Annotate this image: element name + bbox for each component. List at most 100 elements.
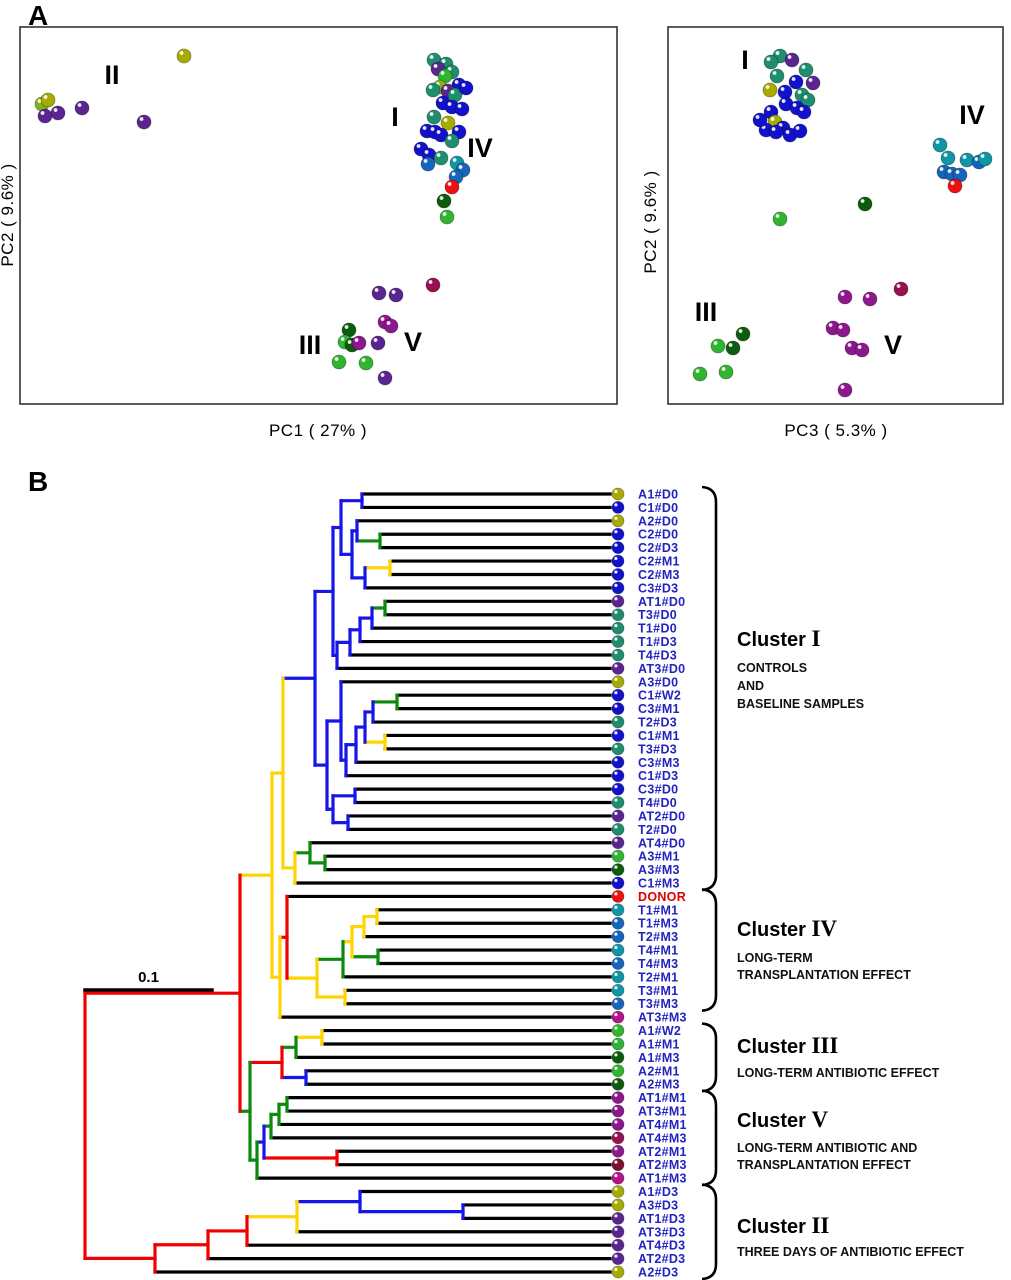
tree-leaf-label: A1#M1: [638, 1037, 680, 1051]
tree-leaf: C2#D0: [611, 528, 678, 542]
tree-leaf-label: T4#M1: [638, 944, 678, 958]
dot-highlight: [614, 999, 618, 1003]
dot-highlight: [775, 214, 780, 218]
tree-leaf-label: AT1#M1: [638, 1091, 687, 1105]
scatter-point: [377, 370, 393, 386]
dot-highlight: [695, 369, 700, 373]
tree-leaf-label: A1#D0: [638, 488, 678, 502]
scatter-point: [420, 156, 436, 172]
dot-highlight: [614, 1053, 618, 1057]
tree-leaf: C1#D3: [611, 769, 678, 783]
tree-leaf: A3#D3: [611, 1198, 678, 1212]
scatter-point: [788, 74, 804, 90]
tree-leaf: A3#D0: [611, 675, 678, 689]
tree-leaf: C1#M1: [611, 729, 679, 743]
tree-leaf-dot: [611, 729, 625, 742]
dot-highlight: [380, 317, 385, 321]
dot-highlight: [429, 55, 434, 59]
tree-leaf-dot: [611, 809, 625, 823]
tree-leaf-dot: [611, 782, 625, 796]
tree-leaf-dot: [611, 863, 625, 876]
cluster-description-line: AND: [737, 679, 764, 693]
tree-leaf-label: A3#D0: [638, 675, 678, 689]
dot-highlight: [614, 959, 618, 963]
tree-leaf: C2#M1: [611, 555, 679, 569]
dot-highlight: [614, 905, 618, 909]
tree-leaf: AT4#D0: [611, 836, 685, 850]
tree-leaf: T4#M1: [611, 943, 678, 958]
tree-leaf-dot: [611, 742, 625, 756]
tree-leaf-label: A3#M1: [638, 850, 680, 864]
tree-leaf: C3#D3: [611, 581, 678, 595]
tree-leaf-dot: [611, 621, 625, 635]
dot-highlight: [614, 878, 618, 883]
dot-highlight: [797, 90, 802, 94]
pca-cluster-label-III: III: [695, 297, 718, 327]
tree-leaf-label: T1#M3: [638, 917, 678, 931]
scatter-point: [762, 82, 778, 98]
tree-leaf-dot: [611, 849, 625, 863]
tree-leaf-dot: [611, 822, 625, 836]
dot-highlight: [614, 1267, 618, 1272]
dot-highlight: [614, 744, 618, 748]
tree-leaf-dot: [611, 983, 625, 997]
dot-highlight: [614, 530, 618, 534]
dot-highlight: [373, 338, 378, 342]
dot-highlight: [614, 771, 618, 775]
dot-highlight: [738, 329, 743, 333]
tree-leaf-dot: [611, 648, 625, 662]
dot-highlight: [755, 115, 760, 119]
tree-leaf: AT3#M3: [611, 1011, 687, 1025]
dot-highlight: [974, 157, 979, 161]
dot-highlight: [792, 103, 797, 107]
tree-leaf-label: C1#D0: [638, 501, 678, 515]
scatter-point: [426, 109, 442, 125]
scatter-point: [370, 335, 386, 351]
dot-highlight: [766, 57, 771, 61]
dot-highlight: [614, 1147, 618, 1151]
scale-bar-label: 0.1: [138, 969, 159, 986]
dot-highlight: [614, 758, 618, 762]
tree-leaf: AT4#M3: [611, 1131, 687, 1145]
tree-leaf-dot: [611, 1238, 625, 1252]
tree-leaf-label: C3#D3: [638, 581, 678, 595]
tree-leaf-label: T2#M1: [638, 970, 678, 984]
dot-highlight: [614, 583, 618, 587]
tree-leaf-label: AT2#D3: [638, 1252, 685, 1266]
pca-cluster-label-I: I: [391, 102, 399, 132]
tree-leaf-label: C2#M3: [638, 568, 680, 582]
tree-leaf: AT2#D0: [611, 809, 685, 823]
tree-leaf-label: A1#W2: [638, 1024, 681, 1038]
scatter-point: [40, 92, 56, 108]
dot-highlight: [950, 181, 955, 185]
scatter-point: [977, 151, 993, 167]
dot-highlight: [440, 71, 445, 75]
tree-leaf: A3#M3: [611, 863, 679, 877]
pca-left-y-axis-label: PC2 ( 9.6% ): [0, 163, 17, 267]
dot-highlight: [391, 290, 396, 294]
dot-highlight: [423, 159, 428, 163]
tree-leaf-dot: [611, 1171, 625, 1185]
cluster-title: Cluster III: [737, 1033, 838, 1058]
scatter-point: [50, 105, 66, 121]
dot-highlight: [347, 340, 352, 344]
dot-highlight: [447, 102, 452, 106]
dot-highlight: [439, 196, 444, 200]
tree-leaf-dot: [611, 943, 625, 957]
tree-leaf: T2#M1: [611, 970, 678, 984]
dot-highlight: [799, 107, 804, 111]
tree-leaf-label: AT3#M3: [638, 1011, 687, 1025]
dot-highlight: [614, 1013, 618, 1017]
tree-leaf-dot: [611, 916, 625, 930]
tree-leaf-dot: [611, 702, 625, 716]
cluster-annotation-III: Cluster III LONG-TERM ANTIBIOTIC EFFECT: [701, 1022, 940, 1093]
tree-leaf-dot: [611, 1024, 625, 1037]
cluster-bracket: [701, 888, 718, 1013]
tree-leaf-dot: [611, 487, 625, 501]
tree-leaf-dot: [611, 903, 625, 917]
tree-leaf-label: A2#M1: [638, 1064, 680, 1078]
dot-highlight: [787, 55, 792, 59]
tree-leaf-label: T3#D3: [638, 742, 677, 756]
dot-highlight: [614, 570, 618, 574]
tree-leaf-dot: [611, 1185, 625, 1198]
